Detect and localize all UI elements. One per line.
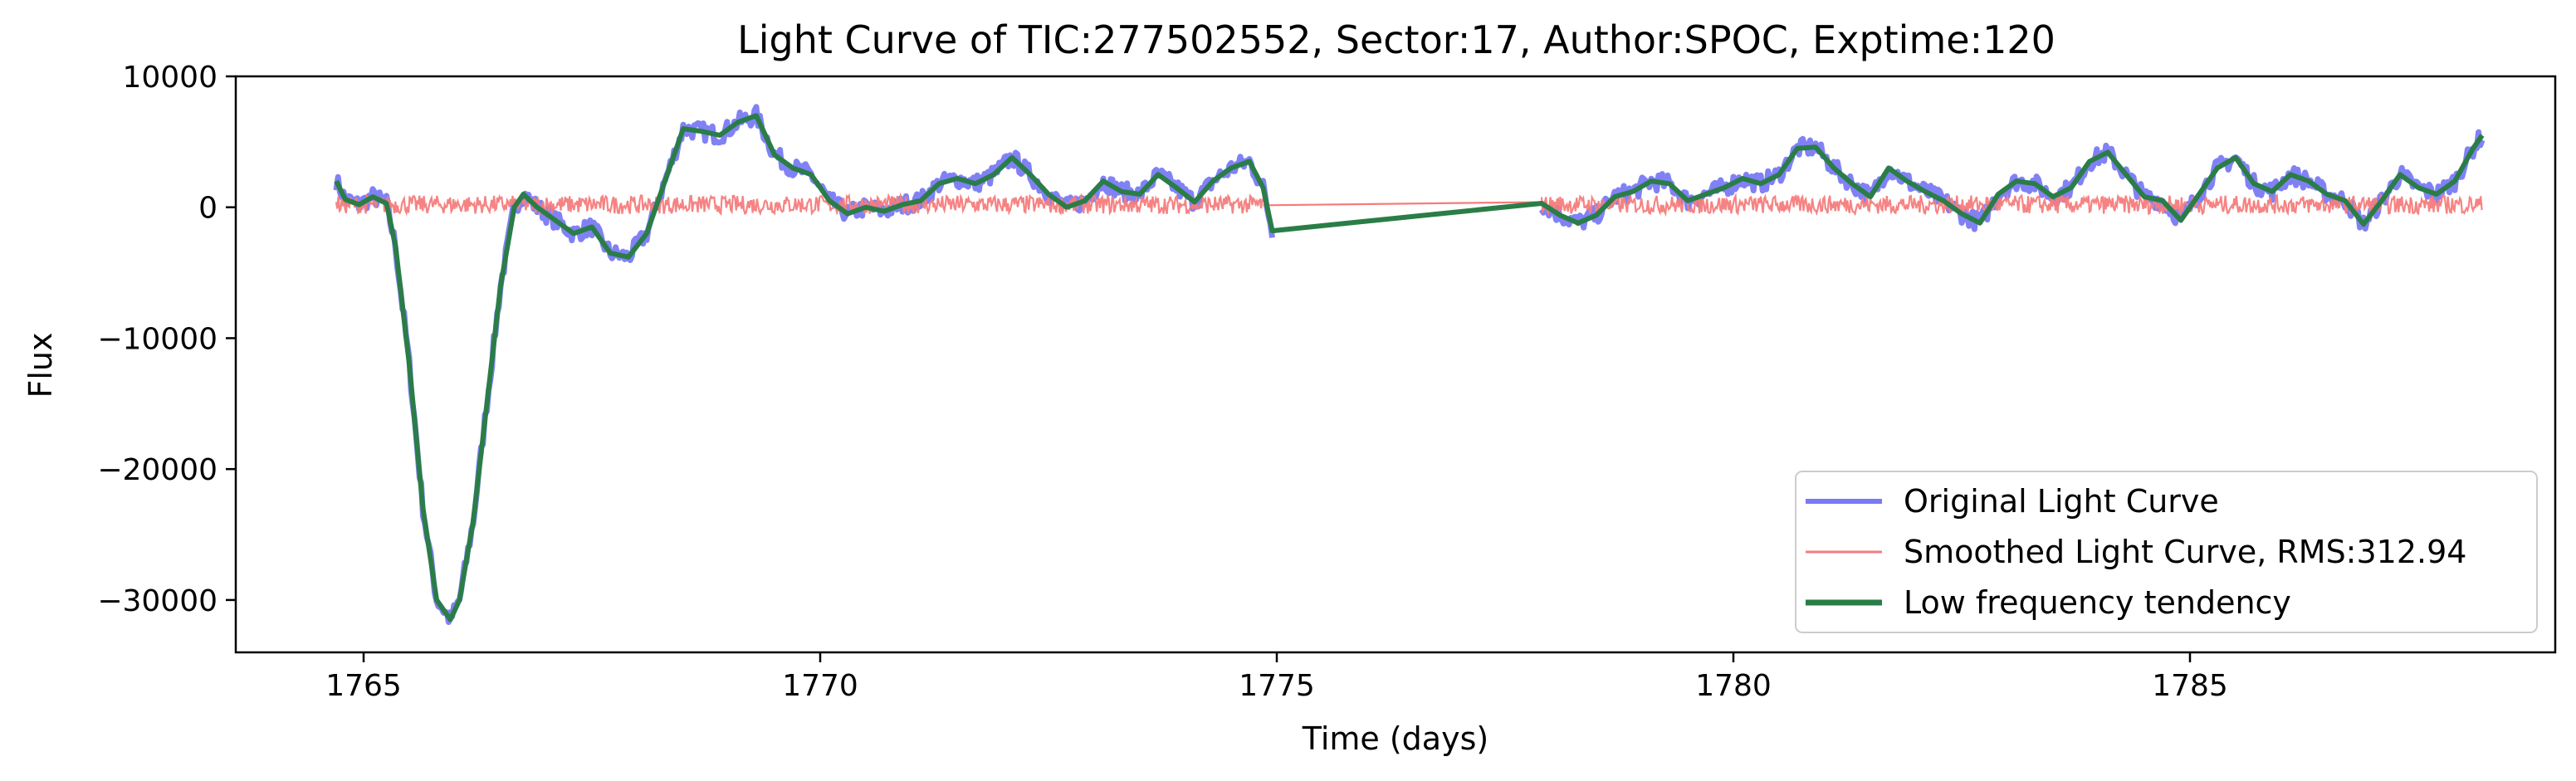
smoothed-light-curve-gap-connector (1263, 201, 1547, 207)
x-tick-label: 1765 (325, 669, 402, 703)
x-axis: 1765 1770 1775 1780 1785 (325, 652, 2228, 703)
y-tick-label: 0 (198, 192, 218, 226)
x-tick-label: 1775 (1239, 669, 1315, 703)
y-tick-label: 10000 (122, 61, 218, 95)
x-tick-label: 1770 (782, 669, 858, 703)
y-tick-label: −10000 (97, 322, 218, 356)
x-axis-label: Time (days) (1302, 720, 1488, 757)
y-axis: 10000 0 −10000 −20000 −30000 (97, 61, 236, 618)
legend-label-smoothed: Smoothed Light Curve, RMS:312.94 (1904, 534, 2466, 570)
legend: Original Light Curve Smoothed Light Curv… (1795, 471, 2538, 633)
chart-title: Light Curve of TIC:277502552, Sector:17,… (737, 17, 2055, 62)
y-tick-label: −30000 (97, 584, 218, 618)
legend-label-tendency: Low frequency tendency (1904, 584, 2291, 621)
x-tick-label: 1780 (1695, 669, 1772, 703)
low-frequency-tendency-line (334, 113, 2485, 622)
smoothed-light-curve-line (335, 192, 1269, 217)
x-tick-label: 1785 (2152, 669, 2228, 703)
y-axis-label: Flux (22, 333, 59, 398)
plot-frame (234, 75, 2557, 654)
legend-box (1795, 471, 2538, 633)
legend-label-original: Original Light Curve (1904, 483, 2219, 520)
series-layer (333, 104, 2486, 625)
y-tick-label: −20000 (97, 453, 218, 487)
plot-area (234, 75, 2557, 654)
